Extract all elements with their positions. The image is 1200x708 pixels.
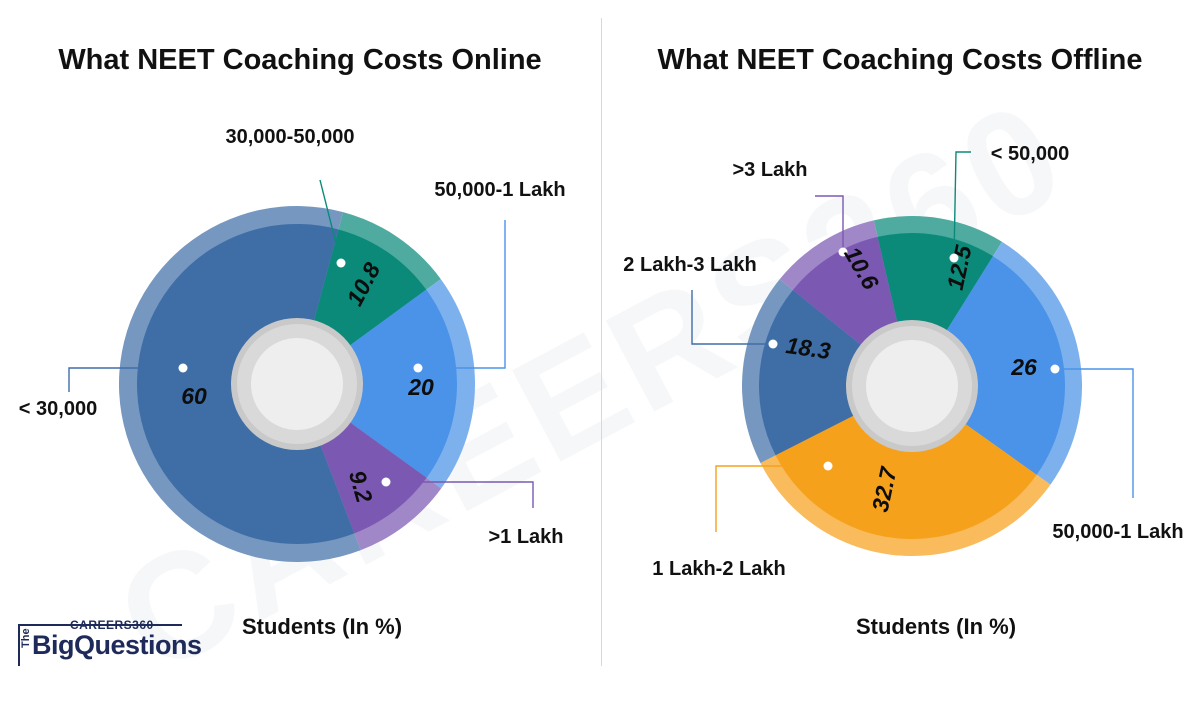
offline-chart-title: What NEET Coaching Costs Offline xyxy=(657,44,1143,76)
online-chart-footer: Students (In %) xyxy=(241,614,403,639)
offline-slice-1-lakh-2-lakh xyxy=(775,386,1037,539)
online-category-label-30-000-50-000: 30,000-50,000 xyxy=(225,126,354,148)
online-value-label-30-000: 60 xyxy=(181,383,207,409)
offline-category-label-50-000: < 50,000 xyxy=(991,143,1069,165)
logo-frame xyxy=(18,624,182,666)
logo-big-questions-text: BigQuestions xyxy=(32,630,202,660)
big-questions-logo: CAREERS360 The BigQuestions xyxy=(18,618,202,668)
offline-leader-line-1-lakh-2-lakh xyxy=(715,465,828,532)
offline-marker-dot-1-lakh-2-lakh xyxy=(823,461,833,471)
offline-category-label-50-000-1-lakh: 50,000-1 Lakh xyxy=(1052,521,1183,543)
online-leader-line-50-000-1-lakh xyxy=(418,220,506,369)
offline-leader-line-3-lakh xyxy=(815,195,844,252)
offline-marker-dot-50-000-1-lakh xyxy=(1050,364,1060,374)
offline-value-label-50-000-1-lakh: 26 xyxy=(1010,354,1037,380)
logo-the-text: The xyxy=(20,628,32,648)
offline-leader-line-50-000 xyxy=(953,151,971,259)
online-value-label-50-000-1-lakh: 20 xyxy=(407,374,434,400)
online-leader-line-1-lakh xyxy=(386,481,534,508)
offline-slice-2-lakh-3-lakh xyxy=(759,289,912,456)
offline-category-label-1-lakh-2-lakh: 1 Lakh-2 Lakh xyxy=(652,558,785,580)
offline-category-label-2-lakh-3-lakh: 2 Lakh-3 Lakh xyxy=(623,254,756,276)
offline-leader-line-2-lakh-3-lakh xyxy=(691,290,773,345)
online-chart-title: What NEET Coaching Costs Online xyxy=(58,44,542,76)
offline-leader-line-50-000-1-lakh xyxy=(1055,368,1134,498)
infographic: CAREERS360 What NEET Coaching Costs Onli… xyxy=(18,18,1184,668)
online-marker-dot-30-000 xyxy=(178,363,188,373)
online-category-label-50-000-1-lakh: 50,000-1 Lakh xyxy=(434,179,565,201)
logo-careers360-text: CAREERS360 xyxy=(70,618,154,632)
offline-chart-footer: Students (In %) xyxy=(855,614,1017,639)
offline-marker-dot-3-lakh xyxy=(838,247,848,257)
panel-divider xyxy=(601,18,602,666)
offline-marker-dot-50-000 xyxy=(949,253,959,263)
offline-marker-dot-2-lakh-3-lakh xyxy=(768,339,778,349)
online-marker-dot-50-000-1-lakh xyxy=(413,363,423,373)
online-category-label-30-000: < 30,000 xyxy=(19,398,97,420)
online-leader-line-30-000-50-000 xyxy=(319,179,342,264)
offline-category-label-3-lakh: >3 Lakh xyxy=(732,159,807,181)
online-donut-hole xyxy=(251,338,343,430)
online-leader-line-30-000 xyxy=(68,367,183,392)
online-marker-dot-1-lakh xyxy=(381,477,391,487)
offline-slice-50-000-1-lakh xyxy=(912,256,1065,475)
online-category-label-1-lakh: >1 Lakh xyxy=(488,526,563,548)
online-marker-dot-30-000-50-000 xyxy=(336,258,346,268)
offline-donut-hole xyxy=(866,340,958,432)
offline-value-label-2-lakh-3-lakh: 18.3 xyxy=(784,332,832,364)
online-slice-50-000-1-lakh xyxy=(297,289,458,478)
